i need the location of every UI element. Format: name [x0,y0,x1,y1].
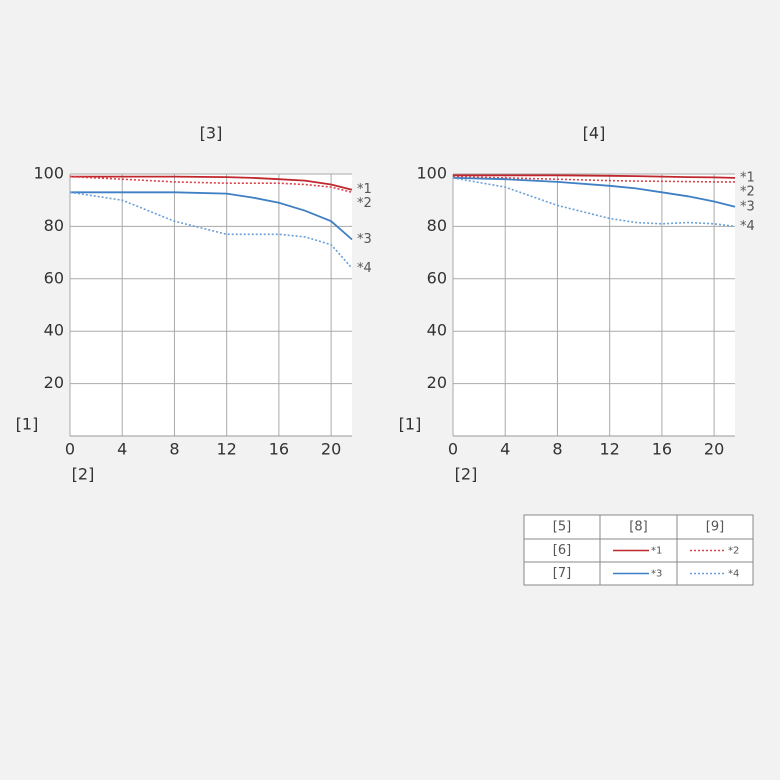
y-axis-label: [1] [16,415,39,434]
line-series [69,191,353,269]
x-tick-label: 8 [552,440,562,459]
series-label: *2 [357,196,372,211]
y-tick-label: 20 [427,373,447,392]
x-tick-label: 0 [448,440,458,459]
plot-area [453,174,735,436]
series-label: *1 [740,170,755,185]
x-axis-label: [2] [72,465,95,484]
series-label: *3 [357,232,372,247]
line-series [453,174,736,179]
table-header: [9] [706,520,724,535]
line-series [70,191,353,241]
y-tick-label: 60 [427,268,447,287]
series-label: *2 [740,184,755,199]
y-tick-label: 40 [44,321,64,340]
x-axis-label: [2] [455,465,478,484]
plot-area [70,174,352,436]
chart-title: [3] [200,124,223,143]
y-tick-label: 60 [44,268,64,287]
table-row-label: [6] [553,543,571,558]
line-series [69,175,353,194]
x-tick-label: 16 [269,440,289,459]
x-tick-label: 12 [599,440,619,459]
series-label: *3 [740,199,755,214]
y-tick-label: 80 [427,216,447,235]
x-tick-label: 8 [169,440,179,459]
series-label: *4 [740,219,755,234]
x-tick-label: 0 [65,440,75,459]
x-tick-label: 4 [117,440,127,459]
legend-label: *3 [651,569,662,580]
x-tick-label: 16 [652,440,672,459]
line-series [452,175,735,183]
x-tick-label: 12 [216,440,236,459]
x-tick-label: 4 [500,440,510,459]
y-axis-label: [1] [399,415,422,434]
chart-title: [4] [583,124,606,143]
y-tick-label: 100 [33,164,64,183]
series-label: *4 [357,261,372,276]
y-tick-label: 40 [427,321,447,340]
legend-label: *4 [728,569,739,580]
y-tick-label: 100 [416,164,447,183]
line-series [452,177,736,228]
table-header: [8] [629,520,647,535]
y-tick-label: 20 [44,373,64,392]
legend-label: *1 [651,546,662,557]
table-row-label: [7] [553,566,571,581]
x-tick-label: 20 [704,440,724,459]
series-label: *1 [357,182,372,197]
x-tick-label: 20 [321,440,341,459]
legend-label: *2 [728,546,739,557]
line-series [70,175,353,191]
y-tick-label: 80 [44,216,64,235]
table-header: [5] [553,520,571,535]
line-series [452,177,736,208]
